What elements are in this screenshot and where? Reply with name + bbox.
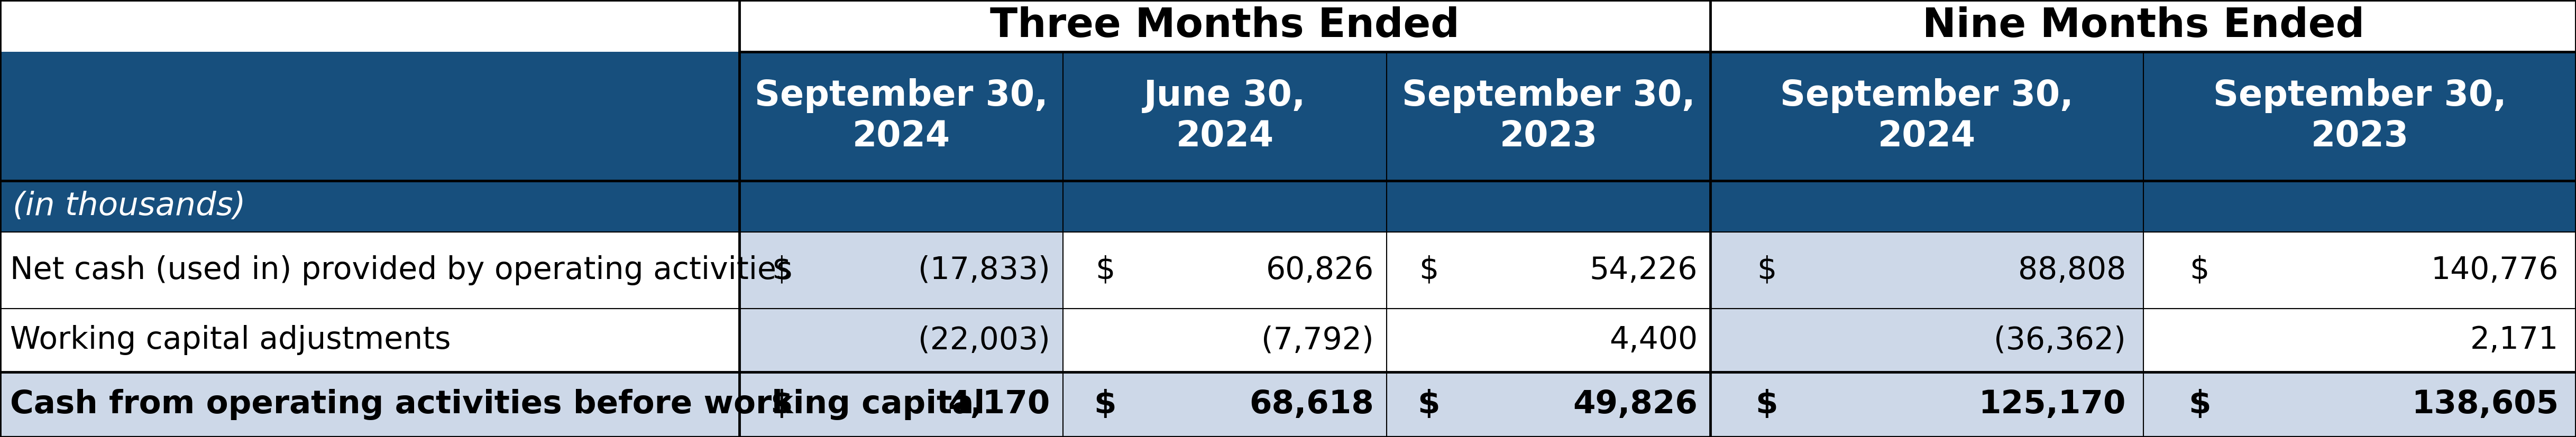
Bar — [739, 372, 1064, 437]
Text: (7,792): (7,792) — [1262, 325, 1373, 355]
Bar — [2143, 232, 2576, 309]
Text: Nine Months Ended: Nine Months Ended — [1922, 6, 2365, 45]
Text: (17,833): (17,833) — [917, 255, 1051, 285]
Bar — [1064, 372, 1386, 437]
Text: $: $ — [1095, 255, 1115, 285]
Bar — [2143, 372, 2576, 437]
Bar — [739, 309, 1064, 372]
Text: 49,826: 49,826 — [1574, 389, 1698, 420]
Bar — [1064, 309, 1386, 372]
Text: 68,618: 68,618 — [1249, 389, 1373, 420]
Text: 125,170: 125,170 — [1978, 389, 2125, 420]
Text: 4,170: 4,170 — [948, 389, 1051, 420]
Bar — [0, 232, 739, 309]
Text: 60,826: 60,826 — [1265, 255, 1373, 285]
Bar — [2143, 309, 2576, 372]
Text: 88,808: 88,808 — [2017, 255, 2125, 285]
Bar — [1386, 372, 1710, 437]
Bar — [1710, 232, 2143, 309]
Bar — [739, 232, 1064, 309]
Text: $: $ — [2187, 389, 2210, 420]
Bar — [1710, 372, 2143, 437]
Text: $: $ — [1419, 255, 1437, 285]
Bar — [0, 0, 739, 52]
Text: Net cash (used in) provided by operating activities: Net cash (used in) provided by operating… — [10, 255, 793, 285]
Bar — [0, 372, 739, 437]
Text: 2,171: 2,171 — [2470, 325, 2558, 355]
Text: September 30,
2024: September 30, 2024 — [755, 78, 1048, 154]
Text: $: $ — [770, 389, 793, 420]
Bar — [0, 52, 739, 180]
Text: 54,226: 54,226 — [1589, 255, 1698, 285]
Bar — [739, 0, 1710, 52]
Bar — [1386, 309, 1710, 372]
Text: June 30,
2024: June 30, 2024 — [1144, 78, 1306, 154]
Text: $: $ — [1095, 389, 1115, 420]
Text: Working capital adjustments: Working capital adjustments — [10, 325, 451, 355]
Bar — [1386, 232, 1710, 309]
Text: $: $ — [1757, 255, 1777, 285]
Bar — [1710, 309, 2143, 372]
Text: September 30,
2024: September 30, 2024 — [1780, 78, 2074, 154]
Text: $: $ — [773, 255, 791, 285]
Bar — [1710, 0, 2576, 52]
Text: 140,776: 140,776 — [2432, 255, 2558, 285]
Text: $: $ — [1754, 389, 1777, 420]
Text: Cash from operating activities before working capital: Cash from operating activities before wo… — [10, 389, 984, 420]
Bar — [0, 309, 739, 372]
Text: 4,400: 4,400 — [1610, 325, 1698, 355]
Text: (in thousands): (in thousands) — [13, 191, 245, 222]
Text: $: $ — [2190, 255, 2210, 285]
Bar — [739, 52, 2576, 180]
Text: September 30,
2023: September 30, 2023 — [1401, 78, 1695, 154]
Text: (22,003): (22,003) — [917, 325, 1051, 355]
Text: Three Months Ended: Three Months Ended — [989, 6, 1461, 45]
Text: 138,605: 138,605 — [2411, 389, 2558, 420]
Bar — [1064, 232, 1386, 309]
Text: September 30,
2023: September 30, 2023 — [2213, 78, 2506, 154]
Bar — [0, 180, 2576, 232]
Text: (36,362): (36,362) — [1994, 325, 2125, 355]
Text: $: $ — [1417, 389, 1440, 420]
